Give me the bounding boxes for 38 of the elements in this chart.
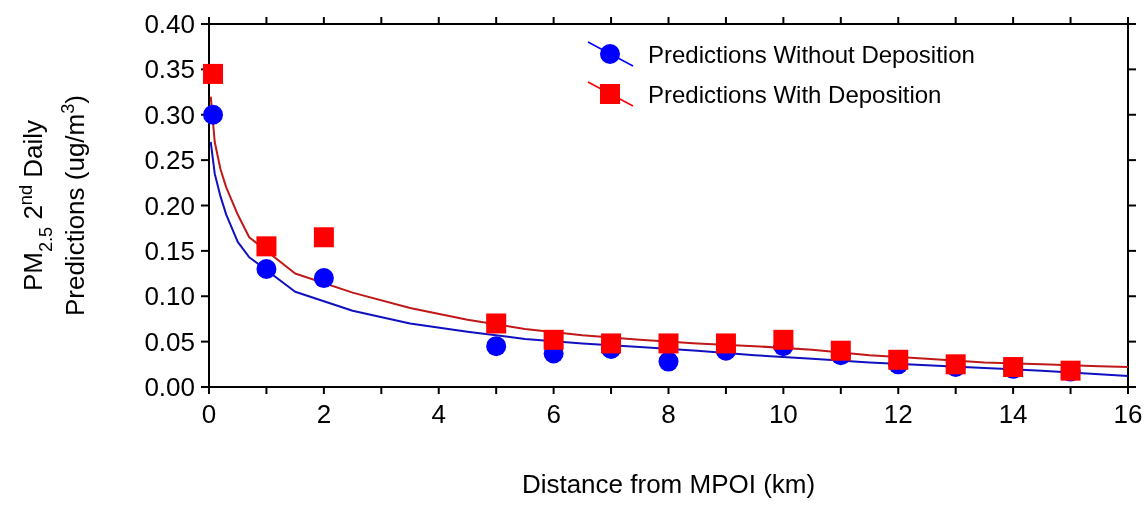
point [830, 340, 851, 361]
x-tick-label: 12 [883, 399, 913, 429]
y-tick-label: 0.25 [144, 145, 195, 176]
point [543, 329, 564, 350]
y-tick-label: 0.05 [144, 326, 195, 357]
legend-label: Predictions Without Deposition [648, 41, 975, 68]
point [313, 227, 334, 248]
y-tick-label: 0.30 [144, 99, 195, 130]
point [486, 336, 507, 357]
x-tick-label: 14 [998, 399, 1028, 429]
x-tick-label: 2 [316, 399, 332, 429]
x-tick-label: 6 [546, 399, 561, 429]
x-tick-label: 0 [201, 399, 217, 429]
x-tick-label: 8 [661, 399, 676, 429]
y-tick-label: 0.00 [144, 372, 195, 402]
point [773, 329, 794, 350]
point [658, 351, 679, 372]
line-series [209, 140, 1129, 378]
y-tick-label: 0.10 [144, 281, 195, 312]
y-tick-label: 0.20 [144, 190, 195, 221]
point [313, 268, 334, 289]
legend-label: Predictions With Deposition [648, 81, 942, 108]
y-tick-label: 0.40 [144, 9, 195, 39]
y-tick-label: 0.35 [144, 54, 195, 85]
y-tick-label: 0.15 [144, 235, 195, 266]
point [715, 333, 736, 354]
point [486, 313, 507, 334]
x-axis-title: Distance from MPOI (km) [521, 469, 816, 499]
x-tick-label: 16 [1113, 399, 1143, 429]
point [256, 259, 277, 280]
point [203, 63, 224, 84]
x-tick-label: 4 [431, 399, 446, 429]
point [256, 236, 277, 257]
x-tick-label: 10 [768, 399, 798, 429]
point [601, 333, 622, 354]
point [203, 104, 224, 125]
point [888, 349, 909, 370]
point [658, 333, 679, 354]
